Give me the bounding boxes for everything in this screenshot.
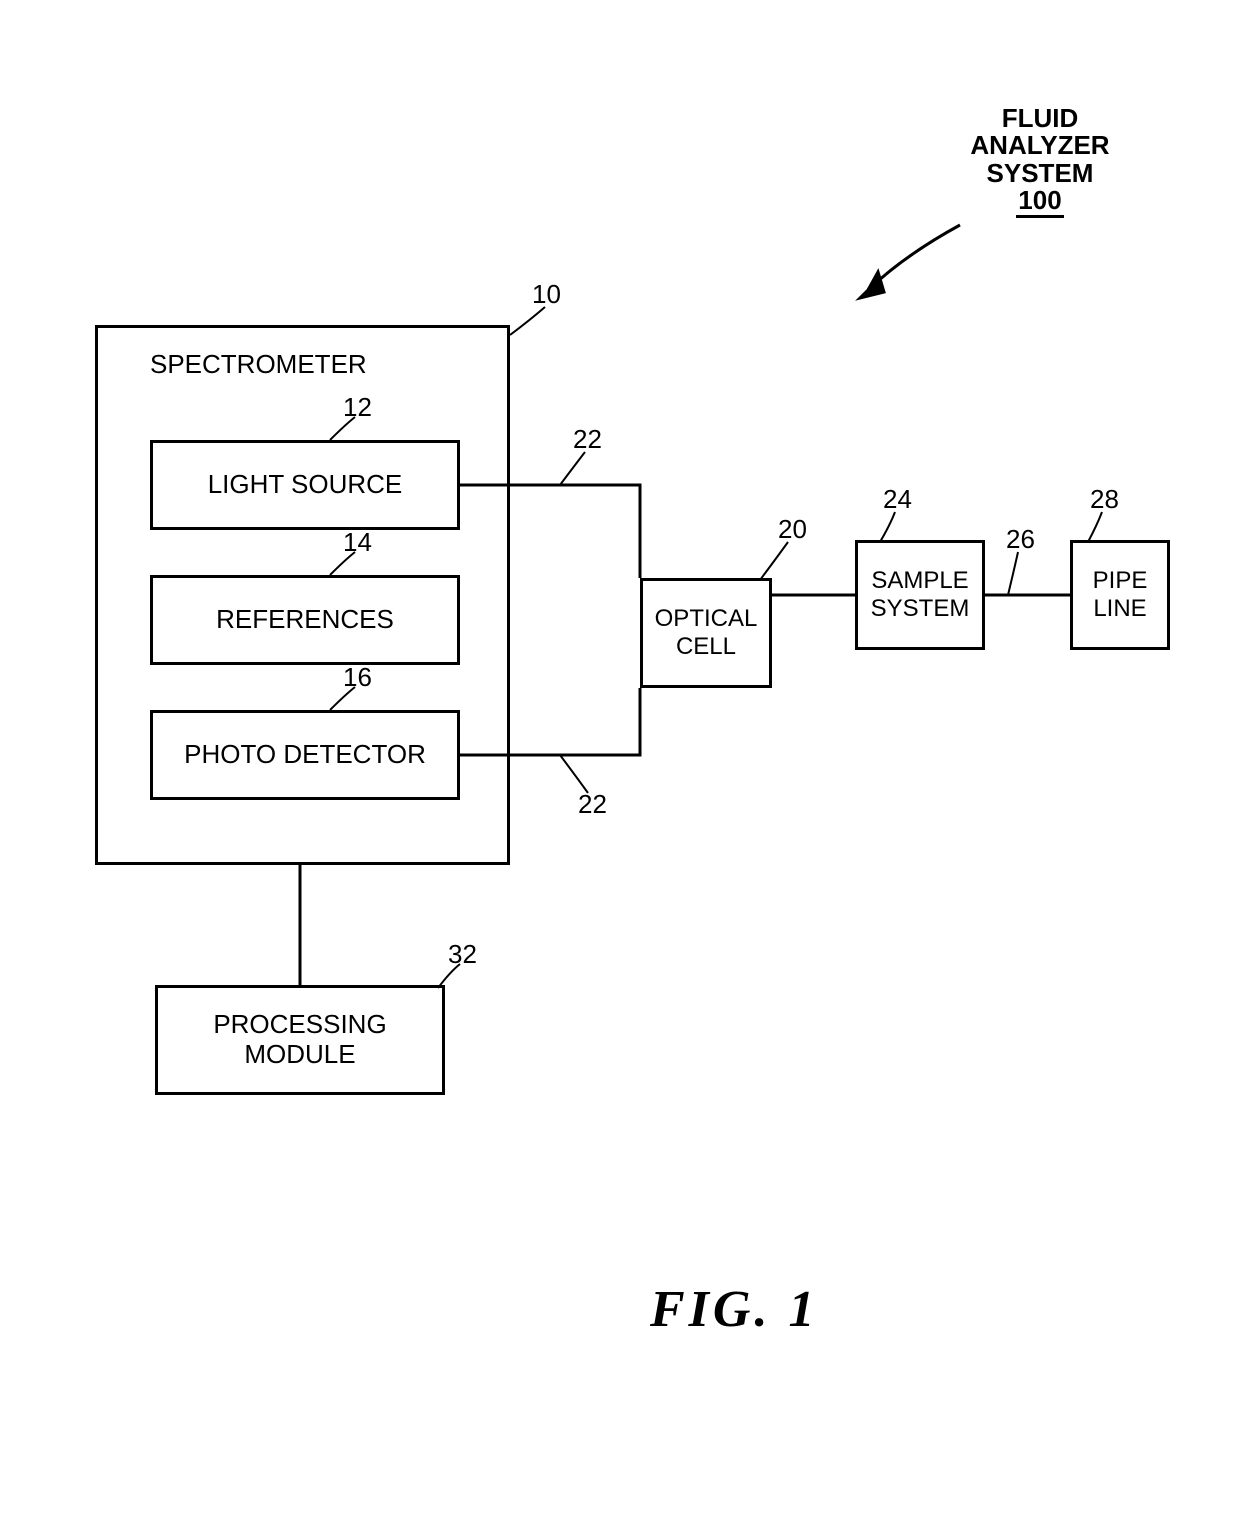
title-line2: ANALYZER	[970, 130, 1109, 160]
edge-ref-22-bottom: 22	[578, 790, 607, 819]
processing-module-label-2: MODULE	[244, 1039, 355, 1069]
sample-system-ref: 24	[883, 485, 912, 514]
pipe-line-label-2: LINE	[1093, 595, 1146, 622]
leader-24	[880, 512, 895, 542]
leader-22b	[560, 755, 588, 793]
title-arrow-head	[860, 272, 884, 298]
diagram-title: FLUID ANALYZER SYSTEM 100	[940, 105, 1140, 214]
light-source-ref: 12	[343, 393, 372, 422]
edge-ref-22-top: 22	[573, 425, 602, 454]
title-ref: 100	[1016, 185, 1063, 218]
edge-ref-26: 26	[1006, 525, 1035, 554]
references-label: REFERENCES	[216, 605, 394, 635]
pipe-line-label-1: PIPE	[1093, 567, 1148, 594]
pipe-line-ref: 28	[1090, 485, 1119, 514]
light-source-label: LIGHT SOURCE	[208, 470, 403, 500]
optical-cell-box: OPTICAL CELL	[640, 578, 772, 688]
pipe-line-box: PIPE LINE	[1070, 540, 1170, 650]
leader-26	[1008, 552, 1018, 595]
spectrometer-ref: 10	[532, 280, 561, 309]
references-ref: 14	[343, 528, 372, 557]
leader-22a	[560, 452, 585, 485]
sample-system-box: SAMPLE SYSTEM	[855, 540, 985, 650]
photo-detector-ref: 16	[343, 663, 372, 692]
references-box: REFERENCES	[150, 575, 460, 665]
title-arrow-shaft	[868, 225, 960, 290]
processing-module-ref: 32	[448, 940, 477, 969]
optical-cell-label-1: OPTICAL	[655, 605, 758, 632]
title-line1: FLUID	[1002, 103, 1079, 133]
leader-20	[760, 542, 788, 580]
spectrometer-label: SPECTROMETER	[150, 350, 367, 379]
title-line3: SYSTEM	[987, 158, 1094, 188]
processing-module-label-1: PROCESSING	[213, 1009, 386, 1039]
leader-10	[510, 307, 545, 335]
figure-caption: FIG. 1	[650, 1280, 818, 1339]
optical-cell-label-2: CELL	[676, 633, 736, 660]
photo-detector-label: PHOTO DETECTOR	[184, 740, 426, 770]
leader-28	[1088, 512, 1102, 542]
optical-cell-ref: 20	[778, 515, 807, 544]
photo-detector-box: PHOTO DETECTOR	[150, 710, 460, 800]
sample-system-label-2: SYSTEM	[871, 595, 970, 622]
processing-module-box: PROCESSING MODULE	[155, 985, 445, 1095]
sample-system-label-1: SAMPLE	[871, 567, 968, 594]
light-source-box: LIGHT SOURCE	[150, 440, 460, 530]
